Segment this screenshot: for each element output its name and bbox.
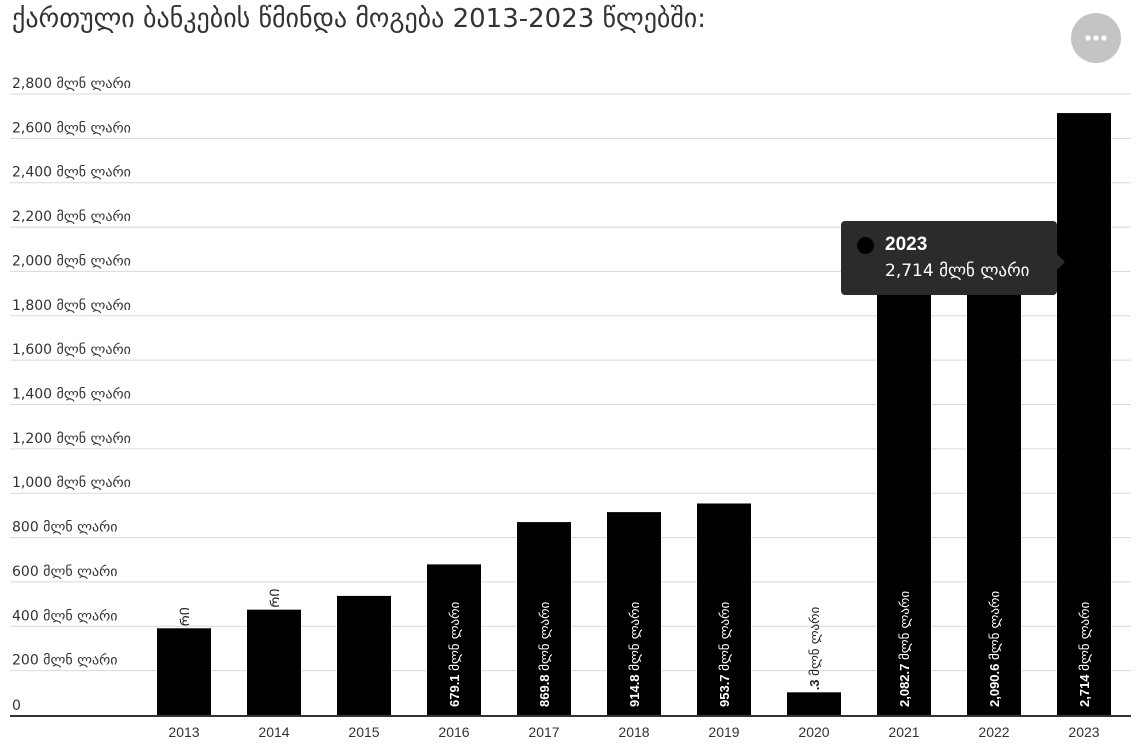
data-label-number: 679.1 (447, 671, 462, 707)
y-tick-label: 1,200 მლნ ლარი (12, 430, 131, 447)
y-tick-label: 600 მლნ ლარი (12, 563, 118, 580)
data-label-unit: მლნ ლარი (718, 602, 733, 671)
bar (157, 628, 211, 715)
data-label-unit: მლნ ლარი (808, 607, 823, 676)
data-label: 869.8 მლნ ლარი (537, 602, 553, 707)
y-tick-label: 2,600 მლნ ლარი (12, 119, 131, 136)
data-label: ᲠᲘ (178, 607, 193, 626)
data-label-unit: მლნ ლარი (1078, 602, 1093, 671)
tooltip: 2023 2,714 მლნ ლარი (841, 221, 1065, 295)
data-label-number: .3 (807, 676, 822, 690)
data-label-number: 2,082.7 (897, 660, 912, 707)
data-label-number: 2,090.6 (987, 660, 1002, 707)
y-tick-label: 2,400 მლნ ლარი (12, 164, 131, 181)
y-tick-label: 2,000 მლნ ლარი (12, 252, 131, 269)
x-tick-label: 2022 (978, 724, 1009, 740)
x-tick-label: 2020 (798, 724, 829, 740)
tooltip-series-dot (857, 237, 874, 254)
data-label: 2,714 მლნ ლარი (1077, 602, 1093, 707)
x-tick-label: 2021 (888, 724, 919, 740)
y-tick-label: 1,400 მლნ ლარი (12, 386, 131, 403)
x-tick-label: 2016 (438, 724, 469, 740)
data-label-number: 869.8 (537, 671, 552, 707)
bar (607, 512, 661, 715)
data-label: ᲠᲘ (268, 589, 283, 608)
bar (427, 564, 481, 715)
bar (247, 609, 301, 715)
data-label-unit: მლნ ლარი (628, 602, 643, 671)
bar (517, 522, 571, 715)
bar (697, 503, 751, 715)
bar (967, 251, 1021, 716)
data-label-unit: მლნ ლარი (448, 602, 463, 671)
more-options-icon (1085, 35, 1107, 41)
x-tick-label: 2015 (348, 724, 379, 740)
x-tick-label: 2019 (708, 724, 739, 740)
y-tick-label: 2,200 მლნ ლარი (12, 208, 131, 225)
x-tick-label: 2018 (618, 724, 649, 740)
x-tick-label: 2023 (1068, 724, 1099, 740)
data-label: 914.8 მლნ ლარი (627, 602, 643, 707)
y-tick-label: 400 მლნ ლარი (12, 607, 118, 624)
data-label-unit: მლნ ლარი (898, 591, 913, 660)
y-tick-label: 200 მლნ ლარი (12, 652, 118, 669)
data-label-number: 914.8 (627, 671, 642, 707)
tooltip-value: 2,714 მლნ ლარი (885, 261, 1030, 281)
bar (337, 595, 391, 715)
chart-title: ქართული ბანკების წმინდა მოგება 2013-2023… (12, 4, 707, 34)
data-label: 679.1 მლნ ლარი (447, 602, 463, 707)
more-options-button[interactable] (1071, 13, 1121, 63)
data-label: 2,090.6 მლნ ლარი (987, 591, 1003, 707)
data-label: .3 მლნ ლარი (807, 607, 823, 691)
y-tick-label: 2,800 მლნ ლარი (12, 75, 131, 92)
data-label-unit: მლნ ლარი (538, 602, 553, 671)
data-label-number: 2,714 (1077, 671, 1092, 707)
bar (1057, 113, 1111, 716)
y-tick-label: 1,800 მლნ ლარი (12, 297, 131, 314)
data-label-unit: მლნ ლარი (988, 591, 1003, 660)
data-label: 2,082.7 მლნ ლარი (897, 591, 913, 707)
bar (787, 692, 841, 715)
y-tick-label: 1,600 მლნ ლარი (12, 341, 131, 358)
y-tick-label: 0 (12, 698, 21, 714)
data-label: 953.7 მლნ ლარი (717, 602, 733, 707)
tooltip-title: 2023 (885, 234, 928, 255)
y-tick-label: 800 მლნ ლარი (12, 519, 118, 536)
data-label-number: 953.7 (717, 671, 732, 707)
y-tick-label: 1,000 მლნ ლარი (12, 474, 131, 491)
bar (877, 253, 931, 715)
x-tick-label: 2017 (528, 724, 559, 740)
x-tick-label: 2013 (168, 724, 199, 740)
x-tick-label: 2014 (258, 724, 289, 740)
